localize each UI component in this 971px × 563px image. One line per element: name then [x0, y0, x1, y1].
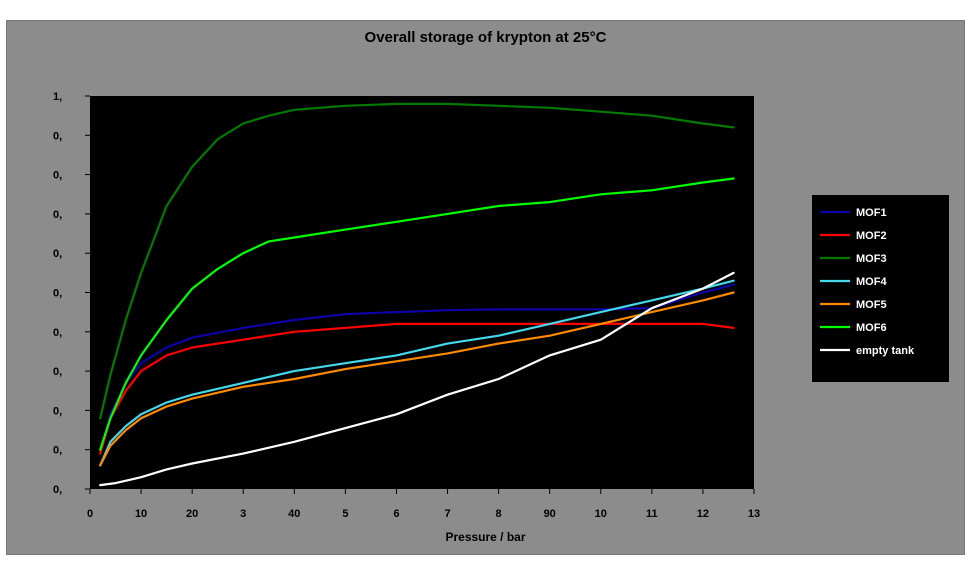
y-tick-label: 0,	[53, 248, 62, 260]
x-tick-label: 6	[393, 508, 399, 520]
legend-label: MOF5	[856, 299, 887, 311]
series-line-mof3	[99, 102, 735, 420]
x-axis-label: Pressure / bar	[445, 530, 526, 544]
y-tick-label: 0,	[53, 327, 62, 339]
legend-label: MOF6	[856, 322, 887, 334]
series-lines	[99, 102, 735, 487]
x-tick-label: 90	[544, 508, 556, 520]
legend: MOF1 MOF2 MOF3 MOF4 MOF5 MOF6 empty tank	[820, 207, 915, 357]
x-tick-label: 12	[697, 508, 709, 520]
y-tick-label: 0,	[53, 130, 62, 142]
x-tick-label: 10	[135, 508, 147, 520]
series-line-mof2	[99, 322, 735, 455]
legend-label: MOF1	[856, 207, 887, 219]
y-tick-label: 0,	[53, 209, 62, 221]
x-tick-label: 3	[240, 508, 246, 520]
x-tick-label: 13	[748, 508, 760, 520]
x-tick-label: 0	[87, 508, 93, 520]
y-tick-label: 0,	[53, 405, 62, 417]
y-tick-label: 0,	[53, 484, 62, 496]
x-tick-label: 11	[646, 508, 658, 520]
legend-label: MOF3	[856, 253, 887, 265]
x-tick-label: 5	[342, 508, 348, 520]
legend-label: empty tank	[856, 345, 915, 357]
chart-title: Overall storage of krypton at 25°C	[364, 29, 607, 46]
y-tick-label: 0,	[53, 445, 62, 457]
series-line-mof5	[99, 291, 735, 467]
y-ticks: 0, 0, 0, 0, 0, 0, 0, 0, 0, 0, 1,	[53, 91, 90, 496]
x-tick-label: 8	[496, 508, 502, 520]
y-tick-label: 0,	[53, 288, 62, 300]
y-tick-label: 1,	[53, 91, 62, 103]
x-tick-label: 7	[444, 508, 450, 520]
y-tick-label: 0,	[53, 366, 62, 378]
x-tick-label: 40	[288, 508, 300, 520]
y-tick-label: 0,	[53, 170, 62, 182]
legend-label: MOF4	[856, 276, 887, 288]
x-tick-label: 10	[595, 508, 607, 520]
x-tick-label: 20	[186, 508, 198, 520]
x-ticks: 0 10 20 3 40 5 6 7 8 90 10 11 12 13	[87, 489, 760, 520]
plot-area	[90, 96, 754, 489]
legend-label: MOF2	[856, 230, 887, 242]
series-line-mof6	[99, 177, 735, 451]
series-line-mof4	[99, 279, 735, 467]
series-line-empty-tank	[99, 271, 735, 487]
